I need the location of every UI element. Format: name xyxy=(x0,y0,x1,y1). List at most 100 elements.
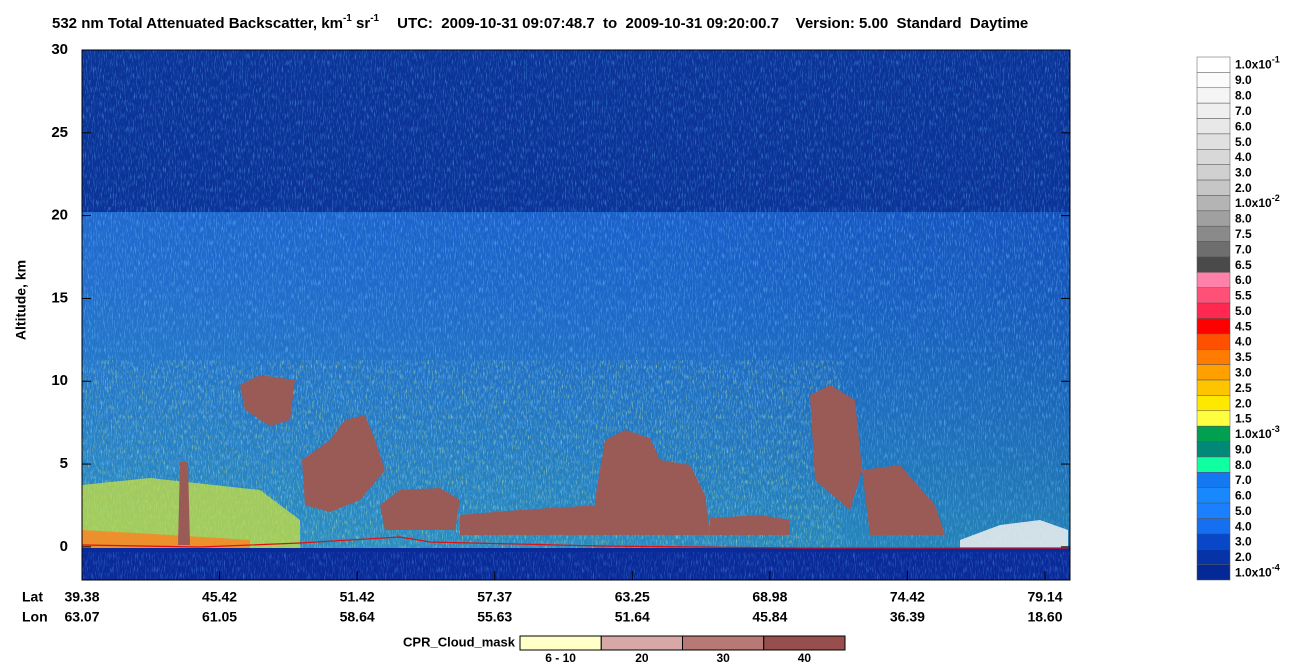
title-sup: -1 xyxy=(343,13,352,24)
title-text: sr xyxy=(352,15,371,32)
colorbar-label: 4.0 xyxy=(1235,335,1252,349)
colorbar-label: 8.0 xyxy=(1235,89,1252,103)
cloud-mask-title: CPR_Cloud_mask xyxy=(403,634,516,649)
lon-label: 18.60 xyxy=(1027,609,1062,625)
colorbar-swatch xyxy=(1196,548,1231,565)
colorbar-label: 8.0 xyxy=(1235,212,1252,226)
colorbar-swatch xyxy=(1196,425,1231,442)
colorbar-label: 8.0 xyxy=(1235,458,1252,472)
colorbar-swatch xyxy=(1196,318,1231,335)
colorbar-swatch xyxy=(1196,56,1231,73)
cloud xyxy=(380,488,460,530)
lon-label: 51.64 xyxy=(615,609,650,625)
cloud-mask-features xyxy=(178,375,945,545)
cloud xyxy=(710,515,790,535)
cloud-mask-swatch xyxy=(600,635,683,651)
colorbar-swatch xyxy=(1196,149,1231,165)
colorbar-swatch xyxy=(1196,410,1231,427)
y-tick-label: 30 xyxy=(51,41,68,58)
cloud-mask-label: 40 xyxy=(798,651,812,665)
colorbar-label: 6.0 xyxy=(1235,273,1252,287)
colorbar-label: 6.0 xyxy=(1235,119,1252,133)
upper-noise xyxy=(82,50,1070,220)
colorbar-label: 9.0 xyxy=(1235,442,1252,456)
colorbar-label: 1.0x10-3 xyxy=(1235,424,1280,441)
colorbar-swatch xyxy=(1196,333,1231,350)
surface-layer-right xyxy=(960,520,1068,548)
cloud xyxy=(862,465,945,535)
aerosol-layer xyxy=(82,478,300,548)
colorbar-label: 7.5 xyxy=(1235,227,1252,241)
cloud-mask-label: 20 xyxy=(635,651,649,665)
colorbar-label: 5.0 xyxy=(1235,135,1252,149)
cloud xyxy=(302,415,385,512)
chart-title: 532 nm Total Attenuated Backscatter, km-… xyxy=(52,13,1028,32)
colorbar-swatch xyxy=(1196,302,1231,319)
colorbar-swatch xyxy=(1196,533,1231,550)
colorbar-swatch xyxy=(1196,564,1231,581)
colorbar-label: 2.0 xyxy=(1235,181,1252,195)
lat-label: 74.42 xyxy=(890,589,925,605)
cloud-mask-swatch xyxy=(763,635,846,651)
colorbar-label: 2.0 xyxy=(1235,550,1252,564)
y-tick-label: 25 xyxy=(51,124,68,141)
cloud xyxy=(240,375,295,426)
colorbar-label: 5.5 xyxy=(1235,289,1252,303)
backscatter-image xyxy=(82,50,1070,580)
colorbar-label: 3.0 xyxy=(1235,535,1252,549)
plot-frame xyxy=(81,49,1071,581)
lat-label: 51.42 xyxy=(340,589,375,605)
cloud xyxy=(595,430,710,535)
cloud-mask-label: 6 - 10 xyxy=(545,651,576,665)
colorbar-swatch xyxy=(1196,225,1231,242)
y-tick-label: 0 xyxy=(60,538,68,555)
lon-label: 36.39 xyxy=(890,609,925,625)
colorbar-label: 3.0 xyxy=(1235,366,1252,380)
colorbar-label-exp: -1 xyxy=(1272,55,1280,65)
colorbar-label-exp: -3 xyxy=(1272,424,1280,434)
colorbar-label: 1.0x10-2 xyxy=(1235,194,1280,211)
colorbar-label: 3.0 xyxy=(1235,166,1252,180)
colorbar-swatch xyxy=(1196,179,1231,196)
lon-label: 61.05 xyxy=(202,609,237,625)
cloud xyxy=(178,462,190,545)
colorbar-swatch xyxy=(1196,364,1231,381)
lat-label: 79.14 xyxy=(1027,589,1062,605)
colorbar-label: 9.0 xyxy=(1235,73,1252,87)
colorbar-swatch xyxy=(1196,395,1231,412)
lon-label: 63.07 xyxy=(64,609,99,625)
cloud-mask-label: 30 xyxy=(716,651,730,665)
colorbar-swatch xyxy=(1196,518,1231,535)
colorbar-label: 7.0 xyxy=(1235,104,1252,118)
colorbar-swatch xyxy=(1196,502,1231,519)
colorbar-swatch xyxy=(1196,133,1231,150)
colorbar-label: 6.0 xyxy=(1235,489,1252,503)
title-sup: -1 xyxy=(370,13,379,24)
colorbar-swatch xyxy=(1196,210,1231,227)
colorbar-swatch xyxy=(1196,118,1231,135)
lon-label: 58.64 xyxy=(340,609,375,625)
y-tick-label: 10 xyxy=(51,372,68,389)
colorbar-label-base: 1.0x10 xyxy=(1235,565,1272,579)
subsurface-noise xyxy=(82,552,1070,580)
colorbar-label: 1.0x10-1 xyxy=(1235,55,1280,72)
colorbar-label-exp: -2 xyxy=(1272,194,1280,204)
colorbar-label-exp: -4 xyxy=(1272,563,1280,573)
x-row-label: Lat xyxy=(22,589,43,605)
colorbar-label: 6.5 xyxy=(1235,258,1252,272)
lon-label: 55.63 xyxy=(477,609,512,625)
colorbar-label: 7.0 xyxy=(1235,242,1252,256)
lat-label: 63.25 xyxy=(615,589,650,605)
colorbar-label: 2.0 xyxy=(1235,396,1252,410)
colorbar-label: 5.0 xyxy=(1235,304,1252,318)
cloud-mask-swatch xyxy=(682,635,765,651)
colorbar-label: 7.0 xyxy=(1235,473,1252,487)
colorbar-label: 4.0 xyxy=(1235,519,1252,533)
cloud xyxy=(810,385,862,510)
colorbar-label: 3.5 xyxy=(1235,350,1252,364)
colorbar-label: 2.5 xyxy=(1235,381,1252,395)
colorbar-swatch xyxy=(1196,379,1231,396)
subtitle: UTC: 2009-10-31 09:07:48.7 to 2009-10-31… xyxy=(397,15,1028,32)
